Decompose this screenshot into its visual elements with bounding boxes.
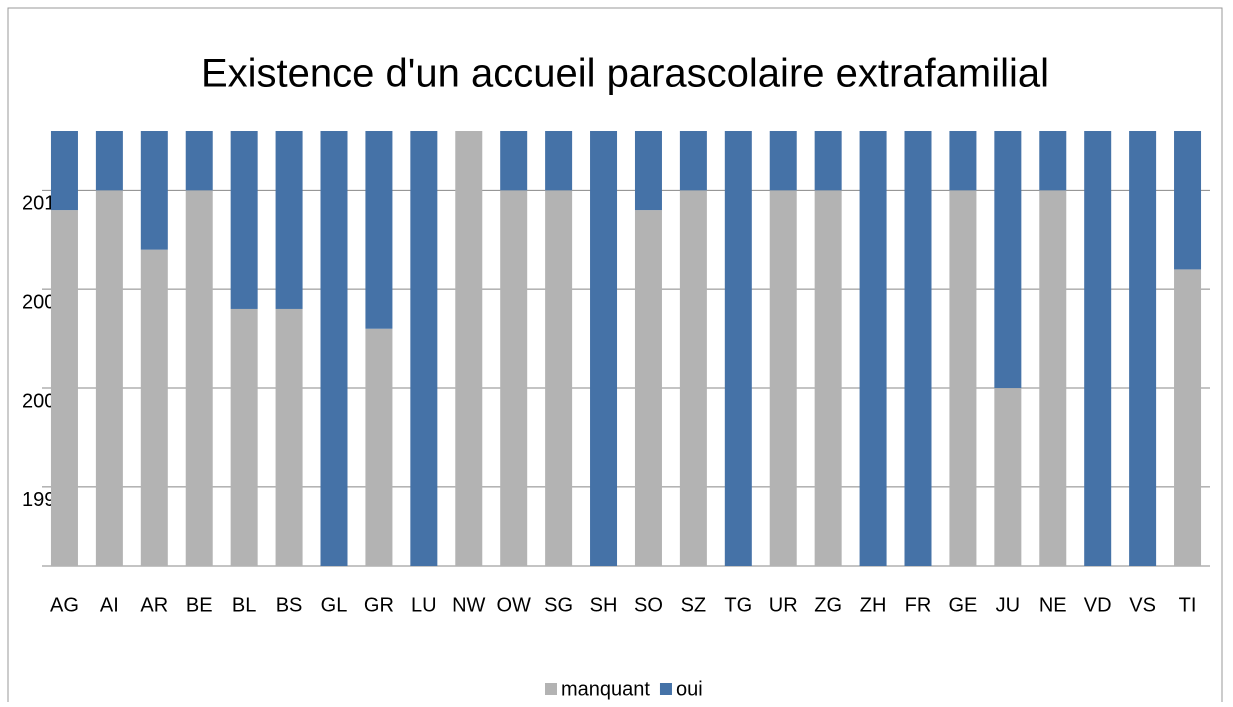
bar-segment: [994, 131, 1022, 389]
bar-segment: [590, 131, 618, 566]
x-tick-label: LU: [411, 594, 437, 616]
x-tick-label: VD: [1084, 594, 1112, 616]
bar-segment: [50, 131, 78, 211]
bar-segment: [365, 328, 393, 566]
bar-segment: [275, 131, 303, 309]
bar-segment: [994, 388, 1022, 566]
x-tick-label: GL: [321, 594, 348, 616]
x-tick-label: OW: [496, 594, 531, 616]
bar-segment: [455, 131, 483, 566]
bar-segment: [814, 131, 842, 191]
bar-segment: [50, 210, 78, 566]
bar-segment: [634, 131, 662, 211]
x-tick-label: SH: [590, 594, 618, 616]
x-tick-label: SZ: [681, 594, 707, 616]
x-tick-label: BL: [232, 594, 256, 616]
bar-segment: [769, 190, 797, 566]
x-tick-label: JU: [996, 594, 1020, 616]
x-tick-label: ZG: [814, 594, 842, 616]
legend-swatch: [659, 683, 672, 695]
x-tick-label: SG: [544, 594, 573, 616]
bar-segment: [1084, 131, 1112, 566]
x-tick-label: BS: [276, 594, 303, 616]
bar-segment: [904, 131, 932, 566]
bar-segment: [365, 131, 393, 329]
bar-segment: [859, 131, 887, 566]
bar-segment: [185, 131, 213, 191]
bar-segment: [949, 190, 977, 566]
x-tick-label: AG: [50, 594, 79, 616]
bar-segment: [95, 131, 123, 191]
bar-segment: [769, 131, 797, 191]
bar-segment: [185, 190, 213, 566]
x-tick-label: VS: [1129, 594, 1156, 616]
bar-segment: [949, 131, 977, 191]
bar-segment: [545, 131, 573, 191]
bar-segment: [1039, 190, 1067, 566]
x-tick-label: GE: [948, 594, 977, 616]
x-tick-label: TG: [724, 594, 752, 616]
x-tick-label: AR: [140, 594, 168, 616]
bar-segment: [679, 190, 707, 566]
bar-segment: [1129, 131, 1157, 566]
bar-segment: [140, 131, 168, 250]
x-tick-label: GR: [364, 594, 394, 616]
bar-segment: [814, 190, 842, 566]
bar-segment: [1174, 131, 1202, 270]
x-tick-label: ZH: [860, 594, 887, 616]
x-tick-label: FR: [905, 594, 932, 616]
bar-segment: [1039, 131, 1067, 191]
bar-segment: [275, 308, 303, 566]
x-tick-label: NW: [452, 594, 485, 616]
bar-segment: [679, 131, 707, 191]
bar-segment: [95, 190, 123, 566]
bar-segment: [230, 131, 258, 309]
x-tick-label: TI: [1179, 594, 1197, 616]
bar-segment: [500, 190, 528, 566]
bar-segment: [140, 249, 168, 567]
chart-title: Existence d'un accueil parascolaire extr…: [201, 52, 1049, 96]
legend-swatch: [545, 683, 557, 695]
bar-segment: [230, 308, 258, 566]
bar-segment: [1174, 269, 1202, 566]
bar-segment: [320, 131, 348, 566]
x-tick-label: BE: [186, 594, 213, 616]
bar-segment: [500, 131, 528, 191]
bar-segment: [545, 190, 573, 566]
legend-label: oui: [676, 678, 703, 700]
bar-segment: [410, 131, 438, 566]
x-tick-label: NE: [1039, 594, 1067, 616]
bar-segment: [634, 210, 662, 566]
x-tick-label: AI: [100, 594, 119, 616]
legend-label: manquant: [561, 678, 650, 700]
x-tick-label: SO: [634, 594, 663, 616]
bar-segment: [724, 131, 752, 566]
x-tick-label: UR: [769, 594, 798, 616]
